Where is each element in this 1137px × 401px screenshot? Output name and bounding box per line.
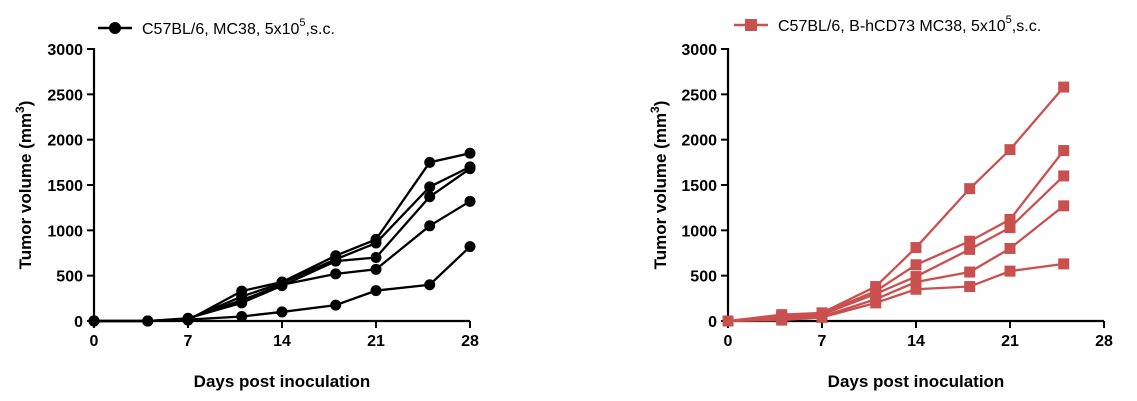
y-tick-label: 1000 [681, 223, 717, 240]
y-axis-label: Tumor volume (mm3) [648, 101, 670, 270]
x-tick-label: 14 [273, 333, 291, 350]
data-point [464, 147, 476, 159]
series-3 [722, 170, 1070, 327]
data-point [776, 314, 788, 326]
data-point [370, 252, 382, 264]
y-tick-label: 500 [56, 269, 83, 286]
data-point [816, 311, 828, 323]
data-point [1058, 258, 1070, 270]
data-point [1058, 81, 1070, 93]
series-line [727, 175, 1065, 323]
legend-marker [745, 19, 757, 31]
data-point [370, 237, 382, 249]
x-tick-label: 0 [90, 333, 99, 350]
data-point [1004, 213, 1016, 225]
series-line [94, 165, 471, 323]
legend: C57BL/6, B-hCD73 MC38, 5x105,s.c. [734, 14, 1041, 35]
data-point [182, 314, 194, 326]
y-tick-label: 1500 [681, 178, 717, 195]
data-point [1004, 222, 1016, 234]
data-point [424, 156, 436, 168]
data-point [424, 220, 436, 232]
data-point [722, 315, 734, 327]
data-point [236, 294, 248, 306]
series-line [94, 152, 471, 323]
y-tick-label: 3000 [681, 42, 717, 59]
data-point [276, 306, 288, 318]
data-point [964, 281, 976, 293]
data-point [424, 191, 436, 203]
y-tick-label: 2500 [47, 87, 83, 104]
data-point [464, 241, 476, 253]
series-line [94, 200, 471, 323]
y-tick-label: 1500 [47, 178, 83, 195]
x-tick-label: 21 [1001, 333, 1019, 350]
series-line [727, 86, 1065, 323]
series-5 [722, 258, 1070, 327]
data-point [1058, 170, 1070, 182]
y-tick-label: 2500 [681, 87, 717, 104]
data-point [964, 266, 976, 278]
x-axis-label: Days post inoculation [828, 372, 1005, 391]
y-tick-label: 0 [708, 314, 717, 331]
x-tick-label: 7 [184, 333, 193, 350]
data-point [1004, 242, 1016, 254]
x-tick-label: 28 [1095, 333, 1113, 350]
series-2 [88, 161, 476, 327]
x-tick-label: 21 [367, 333, 385, 350]
data-point [424, 279, 436, 291]
data-point [330, 255, 342, 267]
data-point [1058, 200, 1070, 212]
data-point [910, 242, 922, 254]
y-tick-label: 2000 [47, 133, 83, 150]
data-point [276, 279, 288, 291]
data-point [464, 163, 476, 175]
data-point [370, 285, 382, 297]
series-5 [88, 241, 476, 327]
legend-label: C57BL/6, B-hCD73 MC38, 5x105,s.c. [778, 14, 1041, 35]
data-point [330, 268, 342, 280]
data-point [910, 276, 922, 288]
y-tick-label: 3000 [47, 42, 83, 59]
y-tick-label: 1000 [47, 223, 83, 240]
data-point [870, 297, 882, 309]
data-point [1004, 265, 1016, 277]
x-tick-label: 14 [907, 333, 925, 350]
legend-marker [109, 22, 121, 34]
y-tick-label: 2000 [681, 133, 717, 150]
data-point [1058, 145, 1070, 157]
chart-panel-mc38: C57BL/6, MC38, 5x105,s.c. Tumor volume (… [13, 17, 479, 391]
y-axis-label: Tumor volume (mm3) [13, 101, 35, 270]
series-line [94, 167, 471, 323]
data-point [236, 310, 248, 322]
data-point [910, 259, 922, 271]
data-point [330, 299, 342, 311]
data-point [370, 263, 382, 275]
series-2 [722, 145, 1070, 327]
data-point [964, 243, 976, 255]
series-line [727, 262, 1064, 323]
legend-label: C57BL/6, MC38, 5x105,s.c. [142, 17, 335, 38]
x-axis-label: Days post inoculation [194, 372, 371, 391]
y-tick-label: 0 [74, 314, 83, 331]
x-tick-label: 28 [461, 333, 479, 350]
legend: C57BL/6, MC38, 5x105,s.c. [98, 17, 335, 38]
x-tick-label: 7 [818, 333, 827, 350]
data-point [1004, 144, 1016, 156]
series-3 [88, 163, 476, 327]
data-point [464, 195, 476, 207]
y-tick-label: 500 [690, 269, 717, 286]
x-tick-label: 0 [724, 333, 733, 350]
chart-panel-b-hcd73: C57BL/6, B-hCD73 MC38, 5x105,s.c. Tumor … [648, 14, 1113, 391]
data-point [910, 283, 922, 295]
data-point [964, 235, 976, 247]
data-point [424, 181, 436, 193]
data-point [964, 183, 976, 195]
data-point [88, 315, 100, 327]
data-point [142, 315, 154, 327]
